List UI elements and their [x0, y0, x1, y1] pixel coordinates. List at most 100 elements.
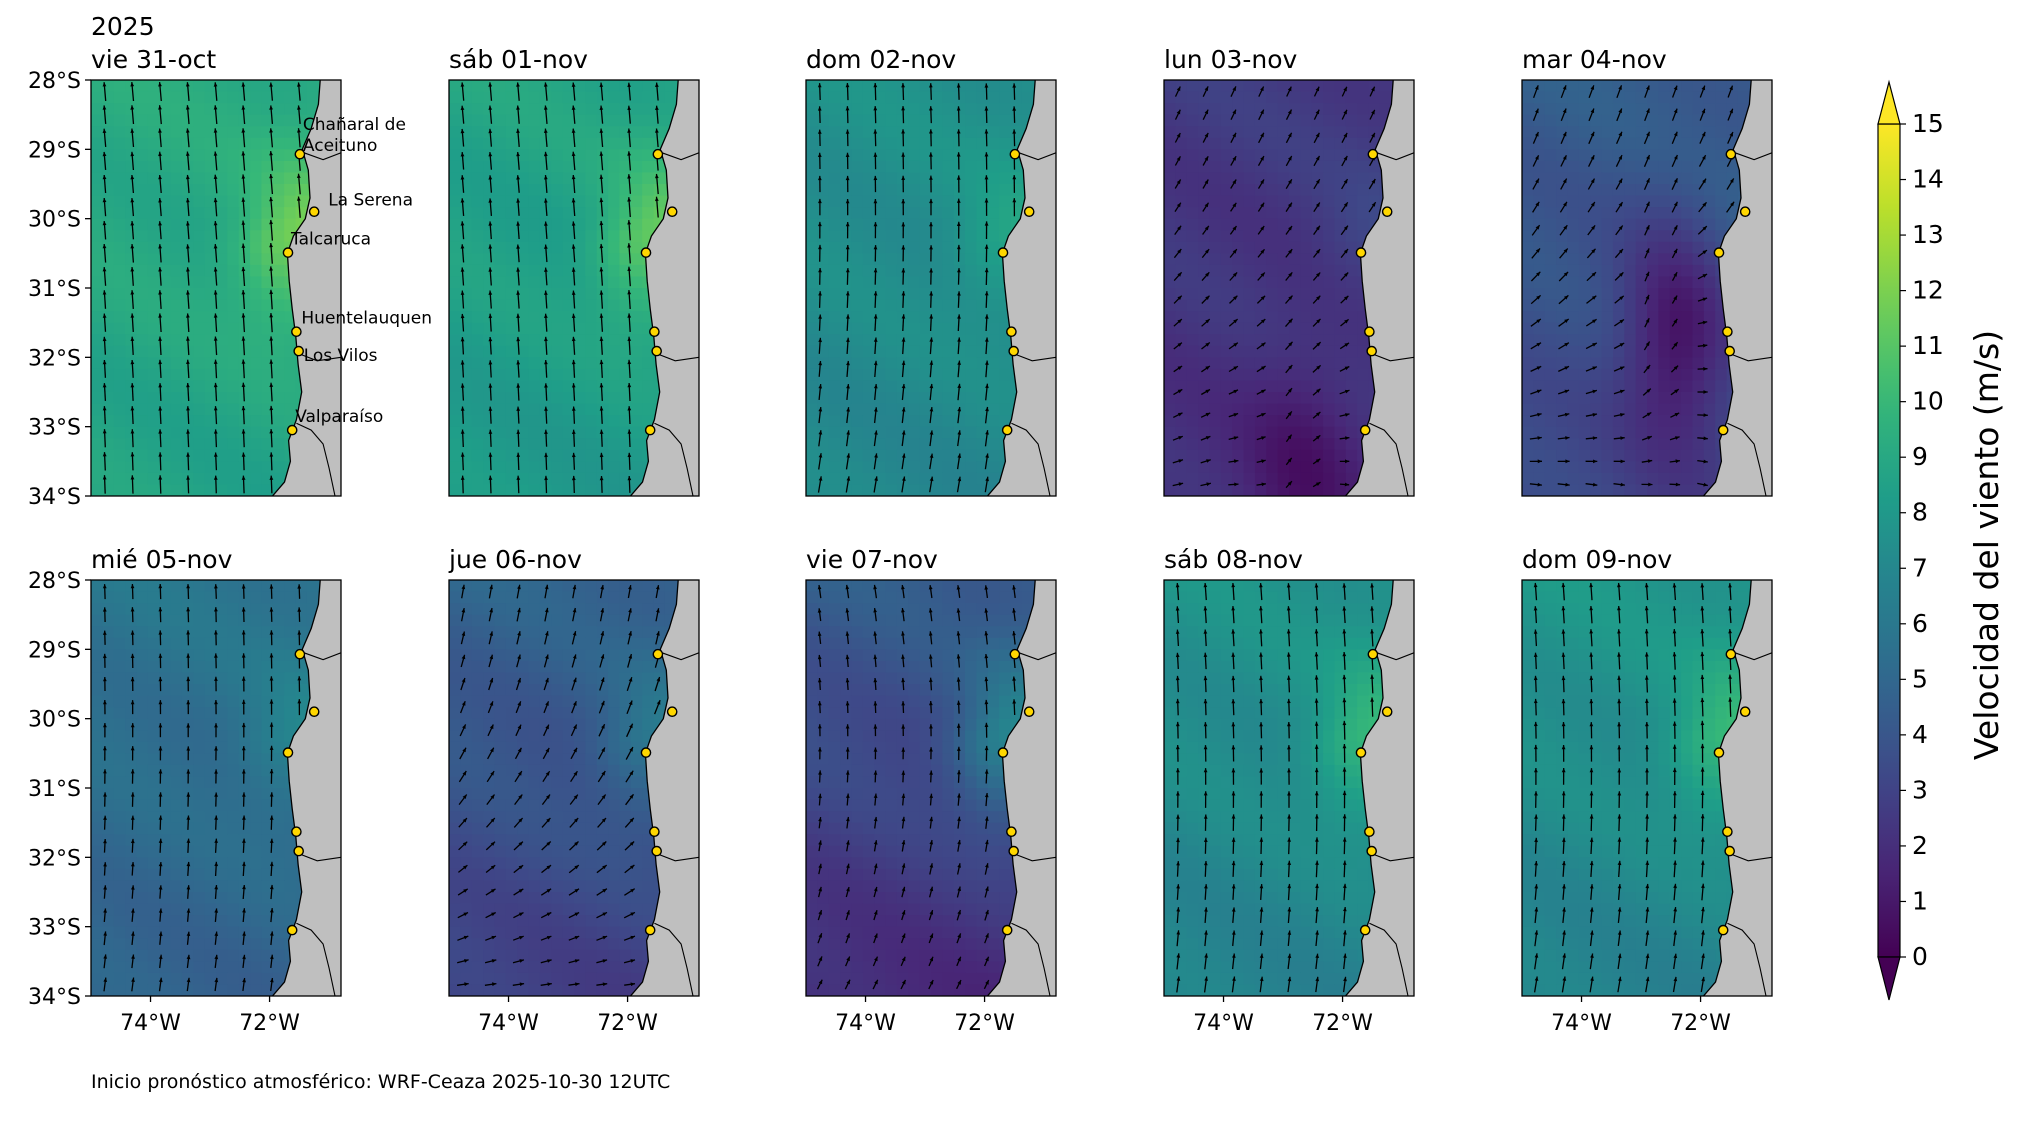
speed-cell [1323, 80, 1336, 93]
speed-cell [1277, 299, 1290, 312]
speed-cell [931, 230, 943, 243]
speed-cell [1681, 392, 1694, 405]
wind-arrowhead [818, 430, 823, 435]
speed-cell [608, 472, 621, 486]
speed-cell [585, 126, 598, 139]
speed-cell [574, 195, 586, 208]
station-marker[interactable] [286, 424, 298, 436]
wind-arrowhead [130, 429, 135, 434]
station-marker[interactable] [651, 345, 663, 357]
speed-cell [851, 172, 864, 185]
station-marker[interactable] [282, 247, 294, 258]
station-marker[interactable] [1355, 247, 1367, 258]
speed-cell [1647, 288, 1659, 301]
speed-cell [227, 149, 240, 162]
speed-cell [1658, 380, 1671, 393]
speed-cell [1624, 172, 1637, 185]
station-marker[interactable] [1009, 148, 1021, 160]
speed-cell [1209, 241, 1222, 254]
speed-cell [1334, 322, 1347, 335]
wind-arrowhead [213, 475, 218, 480]
station-marker[interactable] [1367, 148, 1379, 160]
speed-cell [1254, 241, 1267, 254]
speed-cell [460, 264, 473, 278]
speed-cell [1692, 160, 1705, 174]
station-marker[interactable] [308, 206, 320, 217]
speed-cell [449, 103, 461, 116]
speed-cell [125, 207, 138, 220]
wind-arrowhead [516, 406, 521, 411]
speed-cell [1311, 415, 1324, 428]
speed-cell [1209, 357, 1222, 370]
speed-cell [562, 137, 575, 150]
speed-cell [1289, 114, 1301, 127]
speed-cell [551, 415, 564, 428]
speed-cell [987, 218, 1000, 231]
speed-cell [1357, 392, 1370, 405]
station-marker[interactable] [291, 326, 302, 338]
speed-cell [1635, 357, 1648, 370]
wind-arrowhead [845, 268, 850, 273]
speed-cell [976, 392, 989, 405]
speed-cell [113, 241, 126, 254]
station-marker[interactable] [666, 206, 678, 217]
speed-cell [204, 195, 217, 208]
speed-cell [642, 114, 655, 127]
speed-cell [840, 253, 853, 266]
speed-cell [1289, 368, 1301, 382]
station-marker[interactable] [1008, 345, 1020, 357]
station-marker[interactable] [1006, 326, 1017, 338]
speed-cell [170, 472, 183, 486]
speed-cell [551, 218, 564, 231]
station-marker[interactable] [1001, 424, 1013, 436]
speed-cell [91, 403, 103, 416]
station-marker[interactable] [997, 247, 1009, 258]
station-marker[interactable] [649, 326, 660, 338]
station-marker[interactable] [1366, 345, 1377, 357]
speed-cell [193, 461, 206, 474]
speed-cell [517, 449, 530, 462]
station-marker[interactable] [1359, 424, 1371, 436]
station-marker[interactable] [644, 424, 656, 436]
speed-cell [136, 241, 149, 254]
station-marker[interactable] [1381, 206, 1393, 217]
station-marker[interactable] [640, 247, 652, 258]
speed-cell [1334, 91, 1347, 104]
station-marker[interactable] [1364, 326, 1375, 338]
speed-cell [1345, 126, 1358, 139]
speed-cell [630, 380, 643, 393]
station-marker[interactable] [1023, 206, 1035, 217]
speed-cell [494, 80, 507, 93]
speed-cell [136, 415, 149, 428]
speed-cell [908, 160, 921, 174]
speed-cell [250, 322, 263, 335]
speed-cell [449, 137, 461, 150]
speed-cell [1590, 415, 1603, 428]
speed-cell [483, 322, 496, 335]
speed-cell [608, 345, 621, 358]
speed-cell [147, 345, 160, 358]
speed-cell [1289, 172, 1301, 185]
wind-arrowhead [985, 476, 989, 482]
speed-cell [653, 91, 666, 104]
speed-cell [1533, 345, 1546, 358]
station-marker[interactable] [293, 345, 305, 357]
speed-cell [908, 345, 921, 358]
speed-cell [193, 195, 206, 208]
speed-cell [1567, 368, 1580, 382]
station-marker[interactable] [652, 148, 664, 160]
wind-arrowhead [185, 105, 190, 110]
speed-cell [505, 380, 518, 393]
speed-cell [1692, 230, 1705, 243]
speed-cell [227, 322, 240, 335]
wind-arrowhead [488, 267, 493, 272]
wind-arrowhead [1205, 436, 1211, 440]
station-marker[interactable] [294, 148, 306, 160]
speed-cell [528, 322, 541, 335]
speed-cell [113, 438, 126, 451]
speed-cell [1658, 392, 1671, 405]
speed-cell [585, 184, 598, 197]
speed-cell [619, 299, 632, 312]
wind-arrowhead [1344, 272, 1349, 277]
speed-cell [630, 207, 643, 220]
